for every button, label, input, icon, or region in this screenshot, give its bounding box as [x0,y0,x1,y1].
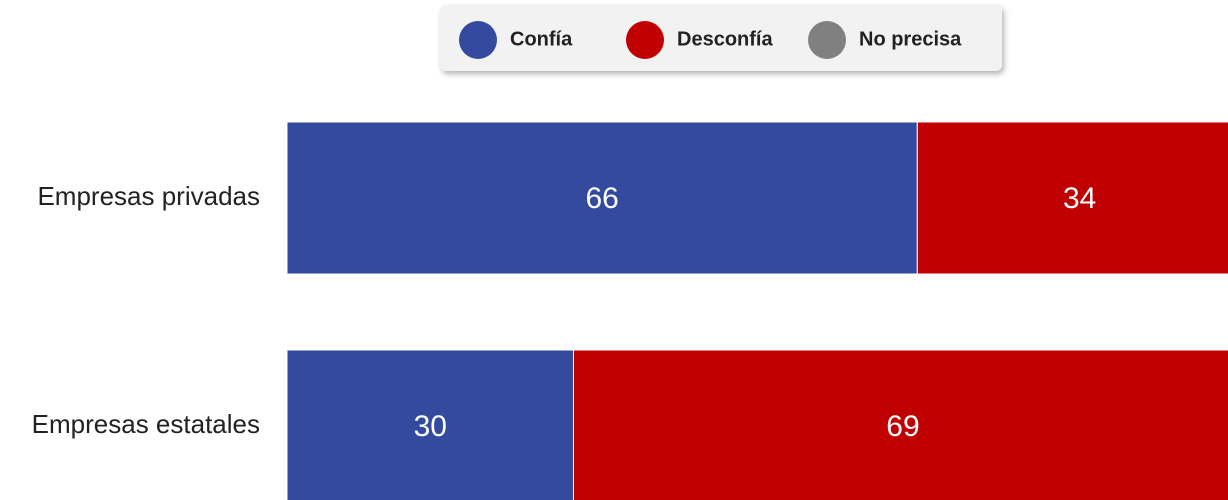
legend-box [440,5,1002,71]
legend: Confía Desconfía No precisa [459,21,962,59]
legend-label: No precisa [859,28,962,50]
legend-label: Desconfía [677,28,773,50]
bar-segment [286,121,918,275]
category-label: Empresas privadas [37,181,260,211]
legend-label: Confía [510,28,573,50]
legend-swatch [626,21,664,59]
bar-segment [916,121,1228,275]
value-label: 69 [886,410,919,443]
value-label: 34 [1063,182,1096,215]
bar-segment [573,349,1228,500]
legend-swatch [459,21,497,59]
category-label: Empresas estatales [32,409,260,439]
value-label: 30 [414,410,447,443]
legend-swatch [808,21,846,59]
bar-segment [286,349,574,500]
value-label: 66 [585,182,618,215]
plot: Empresas privadas 66 34 Empresas estatales 3… [32,121,1228,500]
